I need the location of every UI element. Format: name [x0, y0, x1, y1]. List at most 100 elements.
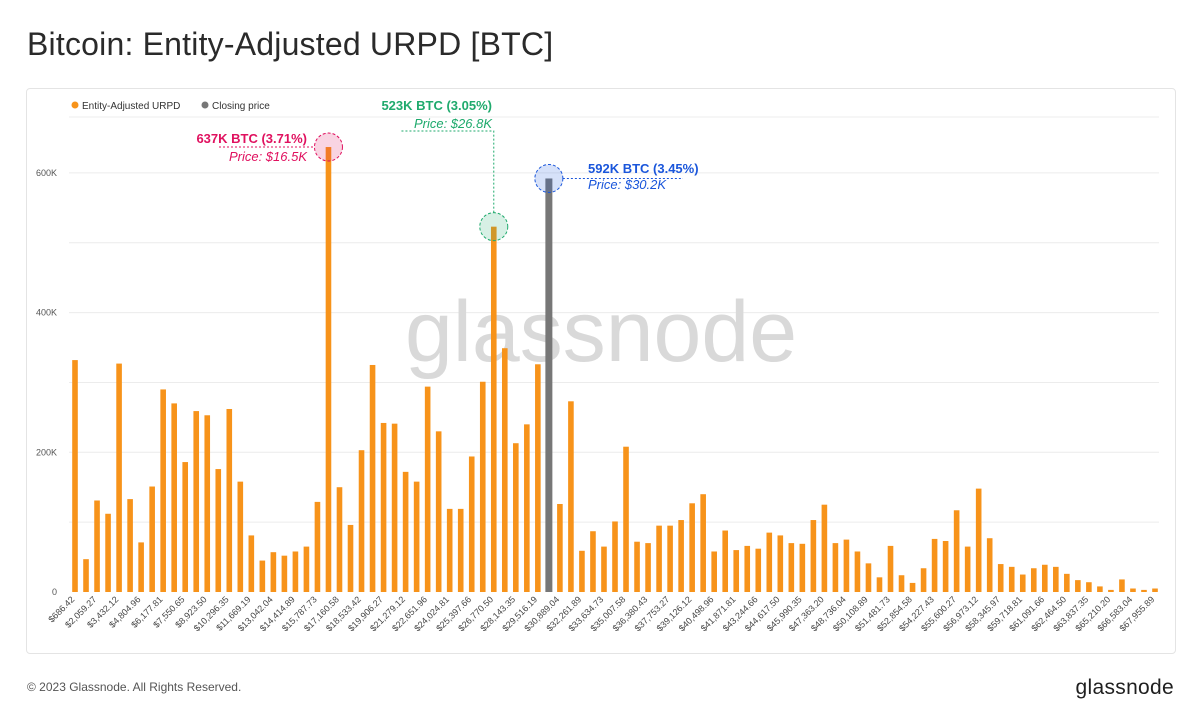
urpd-bar[interactable]	[821, 504, 828, 592]
urpd-bar[interactable]	[138, 542, 144, 592]
urpd-bar[interactable]	[116, 363, 122, 592]
urpd-bar[interactable]	[865, 563, 872, 592]
urpd-bar[interactable]	[601, 546, 607, 592]
urpd-bar[interactable]	[535, 364, 541, 592]
legend-closing-label[interactable]: Closing price	[212, 101, 270, 112]
urpd-bar[interactable]	[182, 462, 189, 592]
urpd-bar[interactable]	[656, 525, 662, 592]
urpd-bar[interactable]	[733, 550, 740, 592]
urpd-bar[interactable]	[303, 546, 310, 592]
urpd-bar[interactable]	[744, 545, 751, 592]
urpd-bar[interactable]	[524, 424, 530, 592]
urpd-bar[interactable]	[226, 408, 233, 592]
urpd-bar[interactable]	[667, 525, 673, 592]
urpd-bar[interactable]	[810, 520, 817, 592]
urpd-bar[interactable]	[920, 568, 927, 592]
urpd-bar[interactable]	[1064, 573, 1070, 592]
urpd-bar[interactable]	[645, 543, 651, 592]
urpd-bar[interactable]	[204, 415, 211, 592]
legend[interactable]: Entity-Adjusted URPD Closing price	[71, 101, 271, 112]
urpd-bar[interactable]	[909, 582, 916, 592]
urpd-bar[interactable]	[590, 531, 596, 592]
urpd-bar[interactable]	[1152, 588, 1158, 592]
urpd-bar[interactable]	[83, 559, 89, 592]
urpd-bar[interactable]	[215, 469, 222, 592]
urpd-bar[interactable]	[193, 411, 200, 592]
urpd-bar[interactable]	[612, 521, 618, 592]
urpd-bar[interactable]	[755, 548, 762, 592]
urpd-bar[interactable]	[424, 386, 431, 592]
urpd-bar[interactable]	[557, 503, 563, 592]
urpd-bar[interactable]	[579, 550, 585, 592]
urpd-bar[interactable]	[832, 543, 839, 592]
urpd-bar[interactable]	[931, 538, 938, 592]
urpd-bar[interactable]	[127, 499, 133, 592]
urpd-bar[interactable]	[446, 508, 453, 592]
urpd-bar[interactable]	[336, 487, 343, 592]
urpd-bar[interactable]	[1108, 589, 1114, 592]
urpd-bar[interactable]	[72, 360, 78, 592]
urpd-bar[interactable]	[380, 422, 387, 592]
urpd-bar[interactable]	[1041, 564, 1048, 592]
urpd-bar[interactable]	[160, 389, 166, 592]
urpd-bar[interactable]	[898, 575, 905, 592]
urpd-bar[interactable]	[876, 577, 883, 592]
urpd-bar[interactable]	[942, 541, 949, 592]
urpd-bar[interactable]	[986, 538, 993, 592]
urpd-bar[interactable]	[953, 510, 960, 592]
urpd-bar[interactable]	[435, 431, 442, 592]
urpd-bar[interactable]	[149, 486, 155, 592]
urpd-bar[interactable]	[1097, 586, 1103, 592]
urpd-bar[interactable]	[689, 503, 695, 592]
urpd-bar[interactable]	[700, 494, 706, 592]
closing-price-bar[interactable]	[545, 178, 553, 592]
urpd-bar[interactable]	[777, 535, 784, 592]
urpd-bar[interactable]	[722, 530, 729, 592]
urpd-bar[interactable]	[1075, 580, 1081, 592]
urpd-bar[interactable]	[1086, 582, 1092, 592]
urpd-bar[interactable]	[799, 543, 806, 592]
urpd-bar[interactable]	[854, 551, 861, 592]
urpd-bar[interactable]	[457, 508, 464, 592]
urpd-bar[interactable]	[634, 541, 640, 592]
urpd-bar[interactable]	[788, 543, 795, 592]
urpd-bar[interactable]	[490, 226, 497, 592]
urpd-bar[interactable]	[325, 147, 332, 592]
urpd-bar[interactable]	[314, 501, 321, 592]
urpd-bar[interactable]	[1008, 566, 1015, 592]
urpd-bar[interactable]	[468, 456, 475, 592]
urpd-bar[interactable]	[513, 443, 519, 592]
urpd-bar[interactable]	[1019, 574, 1026, 592]
urpd-bar[interactable]	[997, 564, 1004, 592]
urpd-bar[interactable]	[1030, 568, 1037, 592]
urpd-bar[interactable]	[391, 423, 398, 592]
urpd-bar[interactable]	[501, 348, 508, 592]
urpd-bar[interactable]	[347, 524, 354, 592]
urpd-bar[interactable]	[292, 551, 299, 592]
urpd-bar[interactable]	[711, 551, 717, 592]
urpd-bar[interactable]	[678, 520, 684, 592]
urpd-bar[interactable]	[479, 381, 486, 592]
urpd-bar[interactable]	[623, 446, 629, 592]
urpd-bar[interactable]	[171, 403, 177, 592]
urpd-bar[interactable]	[887, 545, 894, 592]
urpd-bar[interactable]	[975, 488, 982, 592]
urpd-bar[interactable]	[94, 500, 100, 592]
urpd-bar[interactable]	[237, 481, 244, 592]
urpd-bar[interactable]	[964, 546, 971, 592]
urpd-bar[interactable]	[105, 513, 111, 592]
urpd-bar[interactable]	[259, 560, 266, 592]
urpd-bar[interactable]	[1053, 566, 1059, 592]
urpd-bar[interactable]	[369, 364, 376, 592]
legend-urpd-label[interactable]: Entity-Adjusted URPD	[82, 101, 180, 112]
urpd-bar[interactable]	[766, 532, 773, 592]
urpd-bar[interactable]	[402, 471, 409, 592]
urpd-bar[interactable]	[248, 535, 255, 592]
urpd-bar[interactable]	[358, 450, 365, 592]
urpd-bar[interactable]	[1141, 589, 1147, 592]
urpd-bar[interactable]	[1130, 588, 1136, 592]
urpd-bar[interactable]	[413, 481, 420, 592]
urpd-bar[interactable]	[843, 539, 850, 592]
urpd-bar[interactable]	[1119, 579, 1125, 592]
urpd-bar[interactable]	[568, 401, 574, 592]
